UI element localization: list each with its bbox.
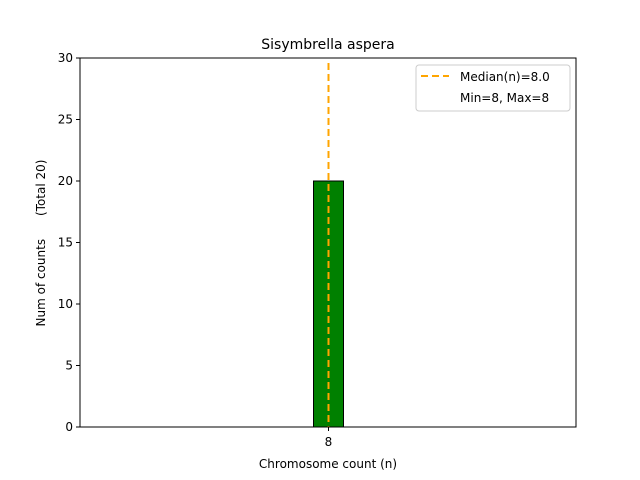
y-tick-label: 10 — [58, 297, 73, 311]
plot-area: 0 5 10 15 20 25 30 8 — [58, 51, 437, 449]
y-tick-label: 20 — [58, 174, 73, 188]
x-axis-label: Chromosome count (n) — [259, 457, 397, 471]
chart-title: Sisymbrella aspera — [261, 37, 394, 53]
y-axis-label: Num of counts (Total 20) — [34, 160, 48, 327]
legend-median-label: Median(n)=8.0 — [460, 70, 550, 84]
legend-box — [415, 64, 571, 112]
x-tick-label: 8 — [325, 435, 333, 449]
y-tick-label: 15 — [58, 236, 73, 250]
y-tick-label: 5 — [65, 359, 73, 373]
axes-frame — [79, 57, 577, 428]
legend-minmax-label: Min=8, Max=8 — [460, 91, 549, 105]
y-tick-label: 0 — [65, 420, 73, 434]
legend: Median(n)=8.0 Min=8, Max=8 — [415, 64, 571, 112]
y-tick-label: 25 — [58, 113, 73, 127]
y-tick-label: 30 — [58, 51, 73, 65]
